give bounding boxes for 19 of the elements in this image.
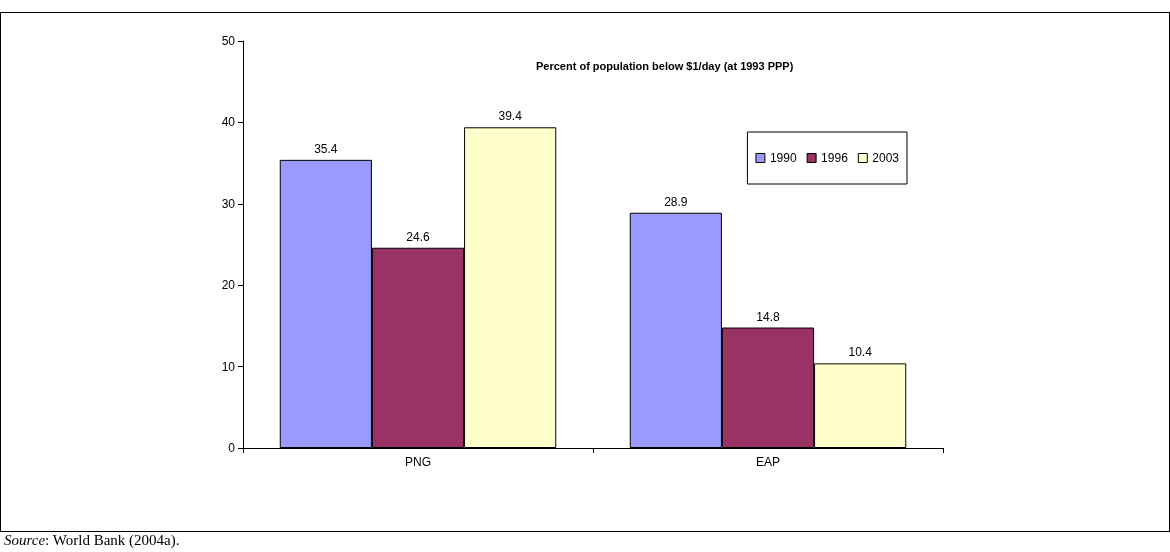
data-label: 28.9	[664, 194, 688, 209]
x-tick-label: PNG	[404, 455, 432, 469]
y-tick-label: 30	[221, 196, 236, 211]
y-tick-label: 40	[221, 115, 236, 130]
data-label: 39.4	[498, 109, 523, 124]
y-tick-label: 20	[221, 278, 236, 293]
y-tick-label: 50	[221, 34, 236, 48]
source-note: Source: World Bank (2004a).	[4, 532, 180, 549]
y-tick-label: 0	[228, 441, 236, 455]
text: Percent of population below $1/day (at 1993 PPP)	[536, 59, 794, 72]
legend-label: 2003	[872, 151, 900, 165]
data-label: 35.4	[314, 141, 338, 156]
data-label: 14.8	[756, 309, 780, 324]
y-tick-label: 10	[221, 359, 236, 374]
legend-label: 1996	[821, 151, 849, 165]
legend-label: 1990	[769, 151, 797, 165]
data-label: 24.6	[406, 229, 430, 244]
data-label: 10.4	[848, 345, 873, 360]
x-tick-label: EAP	[755, 455, 781, 469]
